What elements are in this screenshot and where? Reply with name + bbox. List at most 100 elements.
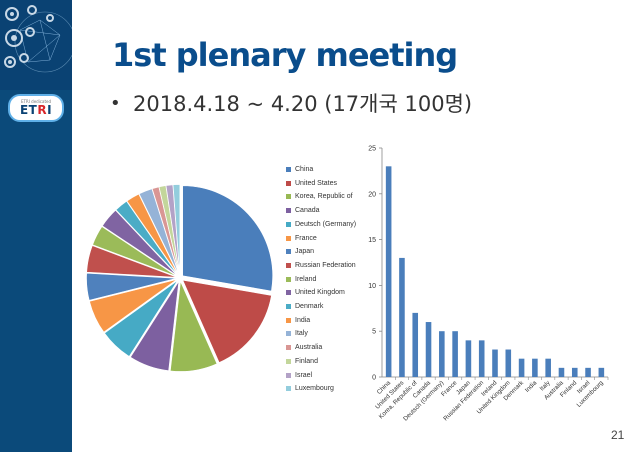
legend-swatch (286, 317, 291, 323)
y-tick-label: 5 (372, 329, 376, 336)
pie-slice (126, 193, 179, 276)
y-tick-label: 10 (368, 283, 376, 290)
legend-swatch (286, 358, 291, 364)
bar (532, 358, 538, 377)
pie-slice (86, 245, 177, 278)
pie-slice (172, 184, 181, 275)
legend-label: Denmark (295, 303, 324, 310)
pie-slice (89, 279, 178, 333)
legend-label: Korea, Republic of (295, 193, 353, 201)
legend-swatch (286, 331, 291, 337)
legend-label: Israel (295, 371, 313, 379)
legend-label: Italy (295, 330, 308, 338)
legend-label: Japan (295, 248, 315, 256)
legend-item: Korea, Republic of (286, 190, 353, 203)
logo-text: ETRI (20, 104, 52, 117)
x-tick-label: France (440, 379, 459, 398)
bar (399, 257, 405, 377)
legend-item: Denmark (286, 300, 323, 313)
legend-label: Finland (295, 357, 318, 365)
legend-swatch (286, 304, 291, 309)
pie-slice (169, 280, 218, 372)
legend-label: Ireland (295, 275, 317, 283)
pie-chart (86, 184, 273, 372)
legend-label: China (295, 166, 314, 173)
legend-swatch (286, 276, 291, 282)
legend-item: United Kingdom (286, 286, 345, 299)
bar (571, 367, 578, 377)
pie-slice (92, 226, 178, 277)
legend-item: Italy (286, 327, 308, 340)
bar (558, 367, 565, 377)
legend-swatch (286, 345, 291, 351)
logo-text-suffix: I (47, 103, 53, 117)
legend-item: Russian Federation (286, 259, 356, 272)
bar (385, 166, 392, 377)
legend-swatch (286, 290, 291, 296)
legend-swatch (286, 180, 291, 186)
bar (598, 367, 605, 377)
bar (545, 358, 551, 377)
bar (412, 312, 419, 377)
legend-item: United States (286, 177, 337, 190)
pie-slice (104, 280, 178, 357)
logo-text-accent: R (37, 103, 48, 117)
bar (452, 331, 458, 377)
legend-item: Japan (286, 245, 314, 258)
bar (585, 367, 591, 377)
bar (425, 322, 432, 377)
pie-slice (130, 281, 180, 372)
y-tick-label: 25 (368, 146, 376, 153)
legend-item: France (286, 232, 317, 245)
legend-label: Deutsch (Germany) (295, 220, 357, 228)
pie-slice (182, 185, 273, 292)
legend-item: Deutsch (Germany) (286, 218, 356, 231)
pie-slice (101, 209, 178, 276)
pie-slice (138, 188, 179, 275)
logo-tagline: ETRI dedicated (20, 99, 52, 104)
y-tick-label: 0 (372, 375, 376, 382)
legend-label: United States (295, 179, 338, 187)
sidebar: ETRI dedicated ETRI (0, 0, 76, 452)
bar (492, 349, 498, 377)
network-globe-graphic (0, 0, 76, 90)
legend-swatch (286, 386, 291, 392)
etri-logo: ETRI dedicated ETRI (8, 94, 64, 122)
legend-swatch (286, 372, 291, 378)
x-tick-label: India (524, 379, 539, 394)
legend-swatch (286, 249, 291, 255)
pie-slice (86, 272, 177, 301)
slide-title: 1st plenary meeting (112, 36, 458, 74)
legend-swatch (286, 221, 291, 227)
legend-swatch (286, 235, 291, 241)
legend-item: Israel (286, 369, 312, 382)
legend-item: Luxembourg (286, 382, 334, 395)
pie-slice (182, 279, 272, 363)
pie-legend: China United States Korea, Republic of Cana… (286, 163, 366, 398)
pie-slice (115, 200, 179, 276)
logo-text-prefix: ET (19, 103, 38, 117)
bar (478, 340, 485, 377)
legend-swatch (286, 194, 291, 200)
bar (518, 358, 525, 377)
legend-swatch (286, 167, 291, 172)
bar (439, 331, 445, 377)
bar (465, 340, 472, 377)
bar (505, 349, 512, 377)
legend-item: Finland (286, 355, 318, 368)
legend-item: Australia (286, 341, 322, 354)
legend-item: China (286, 163, 313, 176)
legend-item: Ireland (286, 273, 316, 286)
y-tick-label: 15 (368, 237, 376, 244)
legend-label: Canada (295, 207, 320, 215)
legend-item: India (286, 314, 310, 327)
legend-swatch (286, 262, 291, 268)
legend-label: France (295, 234, 317, 242)
y-tick-label: 20 (368, 191, 376, 198)
legend-label: United Kingdom (295, 289, 345, 297)
legend-swatch (286, 208, 291, 214)
bullet-icon: • (110, 93, 121, 114)
gear-network-icon (4, 5, 76, 73)
legend-label: India (295, 316, 311, 324)
